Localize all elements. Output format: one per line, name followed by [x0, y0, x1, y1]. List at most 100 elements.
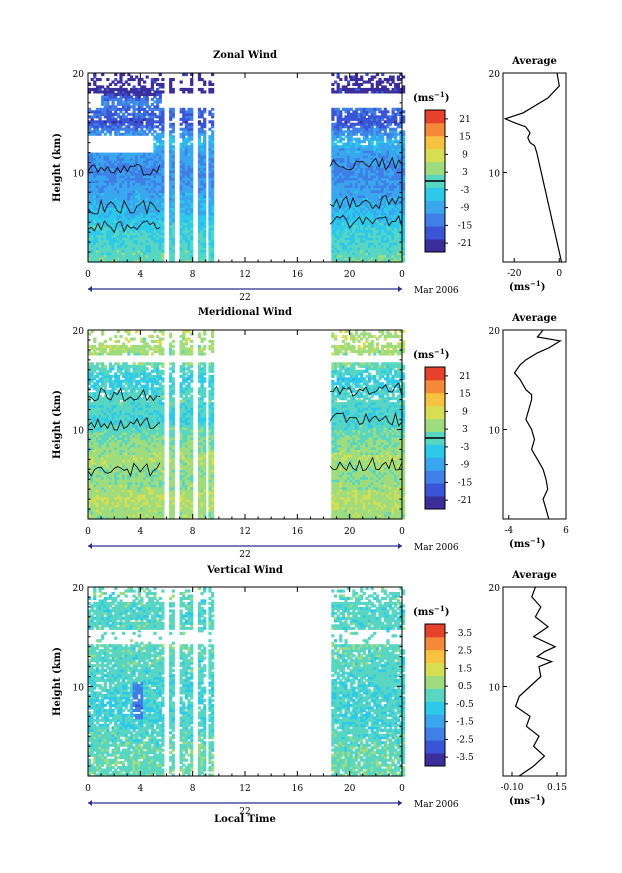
- heatmap-cell: [169, 78, 173, 82]
- heatmap-cell: [187, 140, 191, 144]
- heatmap-cell: [375, 227, 379, 231]
- heatmap-cell: [190, 112, 194, 116]
- heatmap-cell: [127, 189, 131, 193]
- heatmap-cell: [90, 78, 94, 82]
- heatmap-cell: [116, 202, 120, 206]
- heatmap-cell: [150, 155, 154, 159]
- heatmap-cell: [158, 175, 162, 179]
- heatmap-cell: [368, 257, 372, 261]
- heatmap-cell: [156, 184, 160, 188]
- heatmap-cell: [116, 152, 120, 156]
- heatmap-cell: [344, 232, 348, 236]
- heatmap-cell: [396, 194, 400, 198]
- heatmap-cell: [203, 110, 207, 114]
- colorbar-tick-label: 15: [459, 133, 471, 143]
- heatmap-cell: [391, 214, 395, 218]
- heatmap-cell: [352, 244, 356, 248]
- heatmap-cell: [171, 229, 175, 233]
- y-tick-label: 10: [73, 169, 85, 179]
- heatmap-cell: [200, 217, 204, 221]
- heatmap-cell: [378, 189, 382, 193]
- heatmap-cell: [354, 207, 359, 211]
- heatmap-cell: [103, 120, 107, 124]
- heatmap-cell: [200, 187, 204, 191]
- heatmap-cell: [111, 189, 115, 193]
- heatmap-cell: [331, 167, 335, 171]
- heatmap-cell: [98, 87, 102, 91]
- heatmap-cell: [365, 152, 369, 156]
- heatmap-cell: [127, 237, 131, 241]
- heatmap-cell: [378, 130, 382, 134]
- heatmap-cell: [381, 217, 385, 221]
- heatmap-cell: [365, 117, 369, 121]
- heatmap-cell: [386, 157, 390, 161]
- heatmap-cell: [373, 120, 377, 124]
- heatmap-cell: [132, 85, 136, 89]
- heatmap-cell: [103, 182, 107, 186]
- heatmap-cell: [145, 132, 149, 136]
- heatmap-cell: [344, 107, 348, 111]
- heatmap-cell: [145, 257, 149, 261]
- heatmap-cell: [370, 85, 374, 89]
- heatmap-cell: [402, 179, 406, 183]
- heatmap-cell: [122, 90, 126, 94]
- heatmap-cell: [344, 187, 348, 191]
- heatmap-cell: [399, 229, 403, 233]
- heatmap-cell: [331, 179, 335, 183]
- heatmap-cell: [106, 184, 110, 188]
- heatmap-cell: [386, 152, 390, 156]
- heatmap-cell: [352, 127, 356, 131]
- heatmap-cell: [373, 147, 377, 151]
- heatmap-cell: [344, 209, 348, 213]
- heatmap-cell: [347, 132, 351, 136]
- heatmap-cell: [106, 157, 110, 161]
- heatmap-cell: [148, 187, 152, 191]
- heatmap-cell: [383, 222, 387, 226]
- heatmap-cell: [111, 224, 115, 228]
- heatmap-cell: [378, 242, 382, 246]
- heatmap-cell: [145, 90, 149, 94]
- heatmap-cell: [95, 224, 99, 228]
- heatmap-cell: [111, 105, 115, 109]
- heatmap-cell: [375, 237, 379, 241]
- heatmap-cell: [200, 254, 204, 258]
- heatmap-cell: [336, 242, 340, 246]
- heatmap-cell: [378, 182, 382, 186]
- heatmap-cell: [394, 135, 398, 139]
- heatmap-cell: [402, 177, 406, 181]
- heatmap-cell: [129, 187, 134, 191]
- heatmap-cell: [95, 244, 99, 248]
- heatmap-cell: [103, 127, 107, 131]
- heatmap-cell: [158, 217, 162, 221]
- heatmap-cell: [171, 135, 175, 139]
- heatmap-cell: [103, 90, 107, 94]
- heatmap-cell: [370, 175, 374, 179]
- heatmap-cell: [383, 254, 387, 258]
- heatmap-cell: [360, 232, 364, 236]
- heatmap-cell: [386, 244, 390, 248]
- heatmap-cell: [331, 207, 335, 211]
- heatmap-cell: [373, 132, 377, 136]
- heatmap-cell: [187, 204, 191, 208]
- heatmap-cell: [127, 194, 131, 198]
- heatmap-cell: [148, 152, 152, 156]
- heatmap-cell: [341, 189, 345, 193]
- heatmap-cell: [95, 232, 99, 236]
- heatmap-cell: [122, 107, 126, 111]
- heatmap-cell: [208, 229, 212, 233]
- heatmap-cell: [347, 239, 351, 243]
- heatmap-cell: [135, 97, 139, 101]
- heatmap-cell: [197, 155, 202, 159]
- heatmap-cell: [135, 179, 139, 183]
- heatmap-cell: [182, 147, 186, 151]
- heatmap-cell: [341, 199, 345, 203]
- heatmap-cell: [137, 229, 141, 233]
- heatmap-cell: [203, 157, 207, 161]
- heatmap-cell: [200, 175, 204, 179]
- heatmap-cell: [203, 167, 207, 171]
- heatmap-cell: [150, 92, 154, 96]
- heatmap-cell: [357, 239, 361, 243]
- heatmap-cell: [145, 100, 149, 104]
- heatmap-cell: [396, 229, 400, 233]
- heatmap-cell: [349, 234, 353, 238]
